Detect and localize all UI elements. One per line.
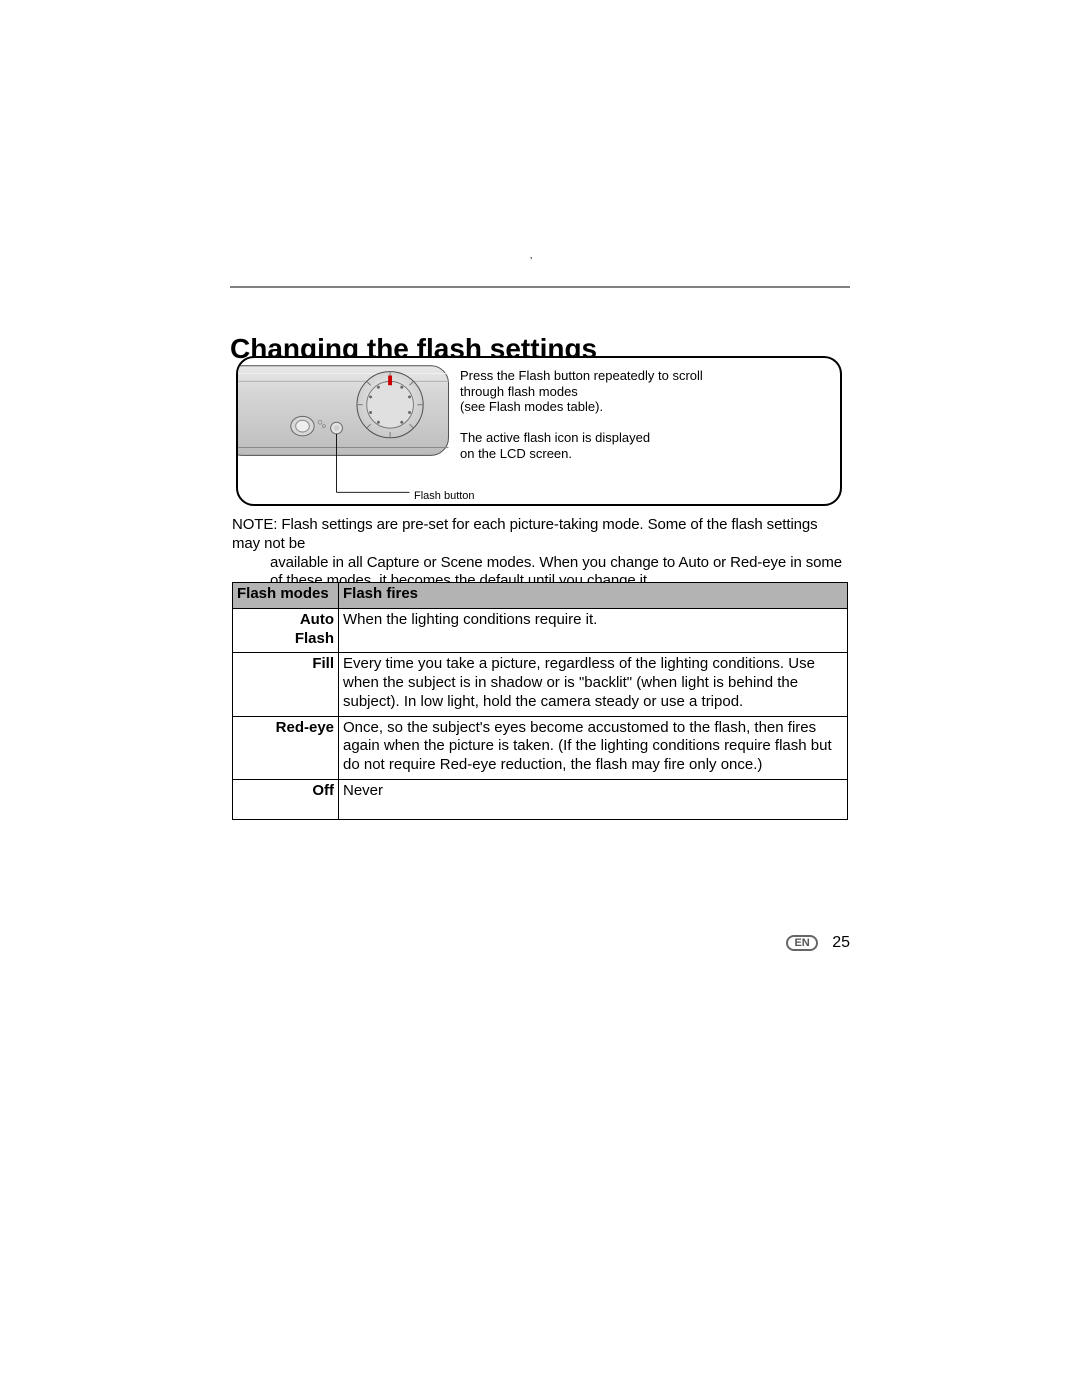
table-row: Red-eye Once, so the subject's eyes beco… [233, 716, 848, 779]
diagram-line: (see Flash modes table). [460, 399, 603, 414]
mode-off: Off [233, 779, 339, 819]
mode-auto-flash: Auto Flash [233, 608, 339, 653]
note-label: NOTE: [232, 516, 277, 533]
camera-diagram: Press the Flash button repeatedly to scr… [236, 356, 842, 506]
diagram-line: Press the Flash button repeatedly to scr… [460, 368, 703, 383]
page-footer: EN 25 [0, 934, 850, 952]
mode-fill: Fill [233, 653, 339, 716]
mode-line: Fill [312, 655, 334, 672]
mode-red-eye: Red-eye [233, 716, 339, 779]
mode-line: Flash [295, 630, 334, 647]
mode-line: Auto [300, 611, 334, 628]
fires-fill: Every time you take a picture, regardles… [339, 653, 848, 716]
lang-badge: EN [786, 935, 817, 951]
table-row: Auto Flash When the lighting conditions … [233, 608, 848, 653]
note-text-first: Flash settings are pre-set for each pict… [232, 516, 818, 552]
diagram-instructions: Press the Flash button repeatedly to scr… [460, 368, 703, 462]
manual-page: ’ Changing the flash settings [0, 0, 1080, 1397]
col-flash-fires: Flash fires [339, 583, 848, 609]
flash-modes-table: Flash modes Flash fires Auto Flash When … [232, 582, 848, 820]
top-rule [230, 286, 850, 288]
diagram-line: on the LCD screen. [460, 446, 572, 461]
flash-button-callout: Flash button [414, 490, 475, 502]
table-row: Fill Every time you take a picture, rega… [233, 653, 848, 716]
fires-auto-flash: When the lighting conditions require it. [339, 608, 848, 653]
table-header-row: Flash modes Flash fires [233, 583, 848, 609]
stray-mark: ’ [530, 256, 532, 267]
page-number: 25 [832, 934, 850, 951]
mode-line: Red-eye [276, 719, 334, 736]
fires-red-eye: Once, so the subject's eyes become accus… [339, 716, 848, 779]
note-block: NOTE: Flash settings are pre-set for eac… [232, 516, 848, 591]
diagram-line: The active flash icon is displayed [460, 430, 650, 445]
col-flash-modes: Flash modes [233, 583, 339, 609]
mode-line: Off [312, 782, 334, 799]
table-row: Off Never [233, 779, 848, 819]
fires-off: Never [339, 779, 848, 819]
diagram-line: through flash modes [460, 384, 578, 399]
